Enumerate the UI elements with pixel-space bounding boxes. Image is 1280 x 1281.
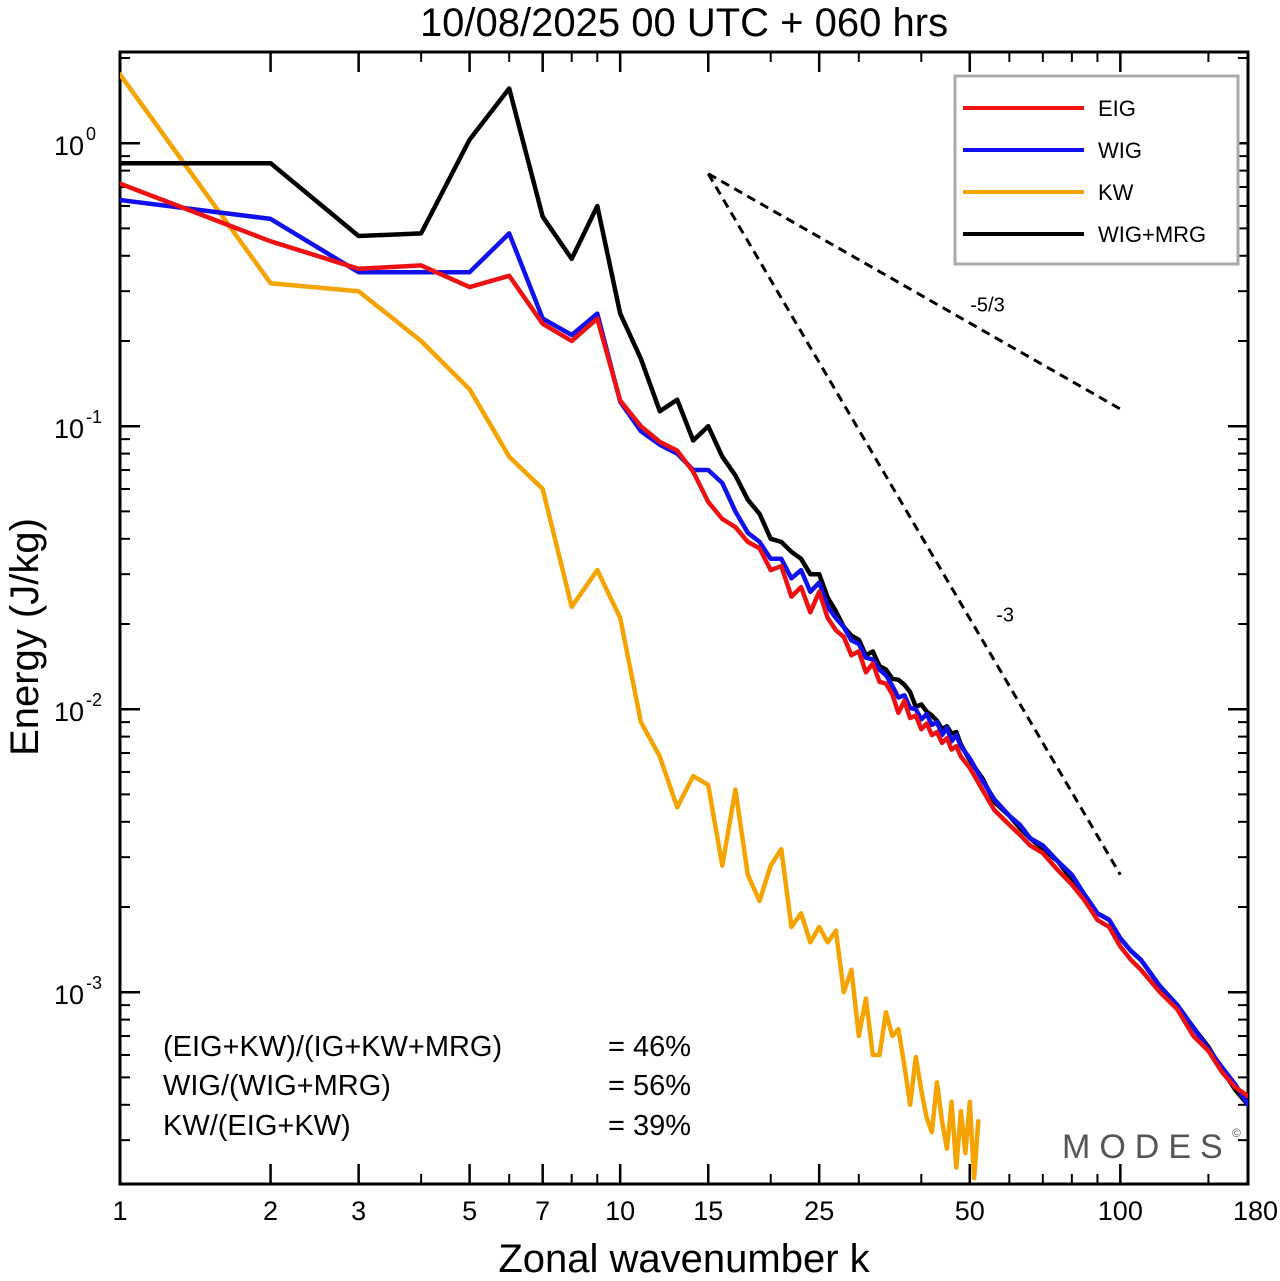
series-line-eig <box>120 181 1248 1099</box>
series-line-kw <box>120 72 981 1181</box>
reference-line-0 <box>707 172 1122 411</box>
legend-label-2: KW <box>1098 180 1134 205</box>
y-tick-label-1: 10 <box>54 414 84 444</box>
plot-frame <box>118 50 1250 1186</box>
x-tick-label-5: 10 <box>605 1196 635 1226</box>
x-tick-label-7: 25 <box>804 1196 834 1226</box>
legend-label-3: WIG+MRG <box>1098 222 1206 247</box>
x-tick-label-0: 1 <box>112 1196 127 1226</box>
y-tick-exponent-2: -2 <box>86 690 102 710</box>
x-tick-label-9: 100 <box>1098 1196 1143 1226</box>
x-tick-label-1: 2 <box>263 1196 278 1226</box>
x-tick-label-6: 15 <box>693 1196 723 1226</box>
copyright-mark: © <box>1232 1126 1241 1140</box>
x-tick-label-4: 7 <box>535 1196 550 1226</box>
x-tick-label-3: 5 <box>462 1196 477 1226</box>
legend-label-1: WIG <box>1098 138 1142 163</box>
annotation-label-0: (EIG+KW)/(IG+KW+MRG) <box>163 1031 502 1063</box>
x-tick-label-10: 180 <box>1233 1196 1278 1226</box>
slope-label-0: -5/3 <box>970 295 1004 317</box>
y-tick-exponent-1: -1 <box>86 407 102 427</box>
slope-label-1: -3 <box>996 605 1014 627</box>
y-tick-exponent-0: 0 <box>86 124 96 144</box>
x-tick-label-8: 50 <box>955 1196 985 1226</box>
y-axis-label: Energy (J/kg) <box>3 518 47 756</box>
x-tick-label-2: 3 <box>351 1196 366 1226</box>
series-line-wig <box>120 197 1248 1108</box>
annotation-value-1: = 56% <box>608 1070 691 1102</box>
y-tick-label-0: 10 <box>54 131 84 161</box>
y-tick-exponent-3: -3 <box>86 973 102 993</box>
annotation-label-1: WIG/(WIG+MRG) <box>163 1070 391 1102</box>
reference-line-1 <box>706 172 1122 876</box>
annotation-value-0: = 46% <box>608 1031 691 1063</box>
legend-label-0: EIG <box>1098 96 1136 121</box>
y-tick-label-2: 10 <box>54 697 84 727</box>
chart-title: 10/08/2025 00 UTC + 060 hrs <box>420 1 948 45</box>
annotation-value-2: = 39% <box>608 1110 691 1142</box>
modes-brand: MODES <box>1062 1128 1232 1166</box>
annotation-label-2: KW/(EIG+KW) <box>163 1110 351 1142</box>
x-axis-label: Zonal wavenumber k <box>498 1237 870 1281</box>
y-tick-label-3: 10 <box>54 980 84 1010</box>
